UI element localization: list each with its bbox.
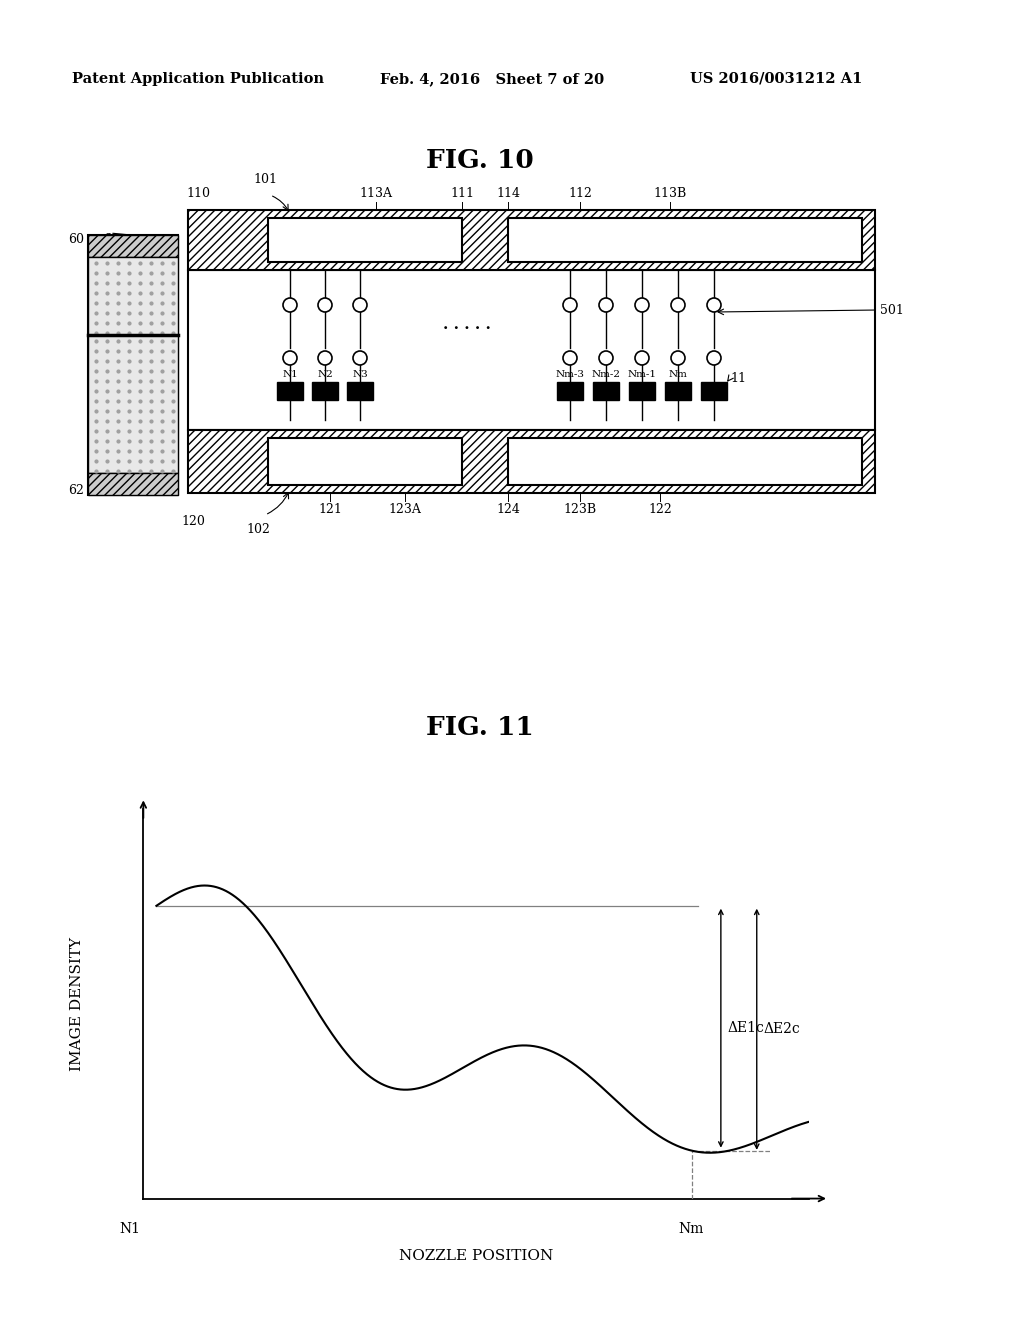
Circle shape — [563, 351, 577, 366]
Bar — [701, 381, 727, 400]
Text: Nm-3: Nm-3 — [555, 370, 585, 379]
Bar — [188, 430, 874, 492]
Text: 124: 124 — [496, 503, 520, 516]
Bar — [347, 381, 373, 400]
Text: 61: 61 — [103, 234, 119, 246]
Circle shape — [353, 298, 367, 312]
Text: . . . . .: . . . . . — [443, 318, 490, 333]
Circle shape — [283, 298, 297, 312]
Text: Nm: Nm — [679, 1222, 705, 1236]
Text: Feb. 4, 2016   Sheet 7 of 20: Feb. 4, 2016 Sheet 7 of 20 — [380, 73, 604, 86]
Text: 501: 501 — [880, 304, 904, 317]
Text: 121: 121 — [318, 503, 342, 516]
Bar — [508, 218, 862, 261]
Text: FIG. 10: FIG. 10 — [426, 148, 534, 173]
Text: ΔE1c: ΔE1c — [727, 1022, 764, 1035]
Bar — [278, 381, 303, 400]
Bar — [88, 335, 178, 473]
Bar — [188, 210, 874, 271]
Bar — [508, 438, 862, 484]
Text: 60: 60 — [68, 234, 84, 246]
Circle shape — [635, 351, 649, 366]
Bar — [593, 381, 618, 400]
Bar — [268, 218, 462, 261]
Text: 110: 110 — [186, 187, 210, 201]
Text: 114: 114 — [496, 187, 520, 201]
Text: IMAGE DENSITY: IMAGE DENSITY — [70, 937, 84, 1071]
Text: 112: 112 — [568, 187, 592, 201]
Bar — [88, 235, 178, 495]
Text: 113A: 113A — [359, 187, 392, 201]
Text: 123B: 123B — [563, 503, 597, 516]
Bar — [312, 381, 338, 400]
Bar — [268, 438, 462, 484]
Circle shape — [353, 351, 367, 366]
Text: NOZZLE POSITION: NOZZLE POSITION — [399, 1249, 553, 1263]
Text: Nm-2: Nm-2 — [592, 370, 621, 379]
Bar — [629, 381, 655, 400]
Circle shape — [599, 351, 613, 366]
Text: Nm: Nm — [669, 370, 687, 379]
Circle shape — [635, 298, 649, 312]
Text: US 2016/0031212 A1: US 2016/0031212 A1 — [690, 73, 862, 86]
Circle shape — [599, 298, 613, 312]
Text: Nm-1: Nm-1 — [628, 370, 656, 379]
Text: N3: N3 — [352, 370, 368, 379]
Circle shape — [671, 298, 685, 312]
Bar — [88, 235, 178, 257]
Bar — [188, 271, 874, 430]
Circle shape — [671, 351, 685, 366]
Text: 62: 62 — [69, 484, 84, 498]
Circle shape — [283, 351, 297, 366]
Text: 111: 111 — [450, 187, 474, 201]
Text: 113B: 113B — [653, 187, 687, 201]
Text: N1: N1 — [120, 1222, 141, 1236]
Text: FIG. 11: FIG. 11 — [426, 715, 534, 741]
Bar — [665, 381, 691, 400]
Text: N2: N2 — [317, 370, 333, 379]
Text: 122: 122 — [648, 503, 672, 516]
Bar — [557, 381, 583, 400]
Bar — [88, 257, 178, 335]
Circle shape — [707, 298, 721, 312]
Circle shape — [707, 351, 721, 366]
Text: 123A: 123A — [388, 503, 422, 516]
Text: 102: 102 — [246, 523, 270, 536]
Text: ΔE2c: ΔE2c — [763, 1022, 800, 1036]
Bar — [88, 473, 178, 495]
Circle shape — [318, 351, 332, 366]
Circle shape — [318, 298, 332, 312]
Text: Patent Application Publication: Patent Application Publication — [72, 73, 324, 86]
Text: 120: 120 — [181, 515, 205, 528]
Circle shape — [563, 298, 577, 312]
Text: N1: N1 — [283, 370, 298, 379]
Text: 11: 11 — [730, 371, 746, 384]
Text: 101: 101 — [253, 173, 278, 186]
